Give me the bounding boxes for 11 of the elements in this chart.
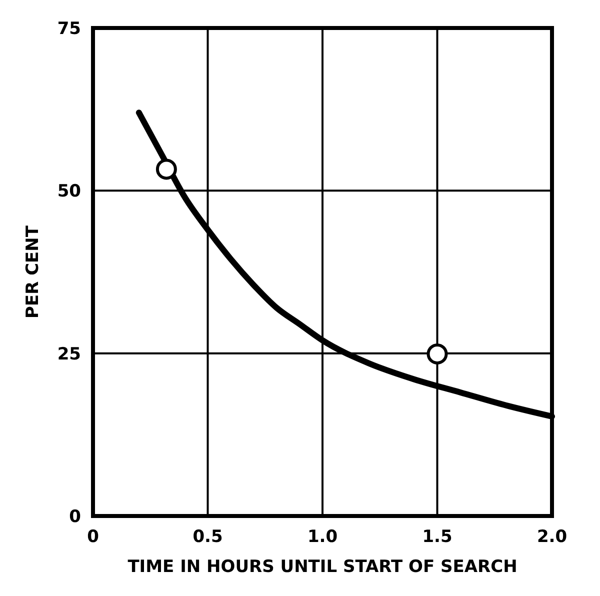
x-axis-title: TIME IN HOURS UNTIL START OF SEARCH [128, 557, 518, 577]
y-tick-label: 25 [57, 344, 81, 364]
x-tick-label: 0.5 [192, 527, 223, 547]
x-tick-label: 2.0 [536, 527, 568, 547]
x-tick-label: 1.5 [422, 527, 452, 547]
y-axis-title: PER CENT [23, 225, 43, 318]
y-tick-label: 50 [57, 182, 82, 202]
x-tick-label: 1.0 [307, 527, 338, 547]
y-tick-label: 0 [69, 507, 82, 527]
x-tick-label: 0 [87, 527, 100, 547]
y-tick-label: 75 [57, 19, 81, 39]
